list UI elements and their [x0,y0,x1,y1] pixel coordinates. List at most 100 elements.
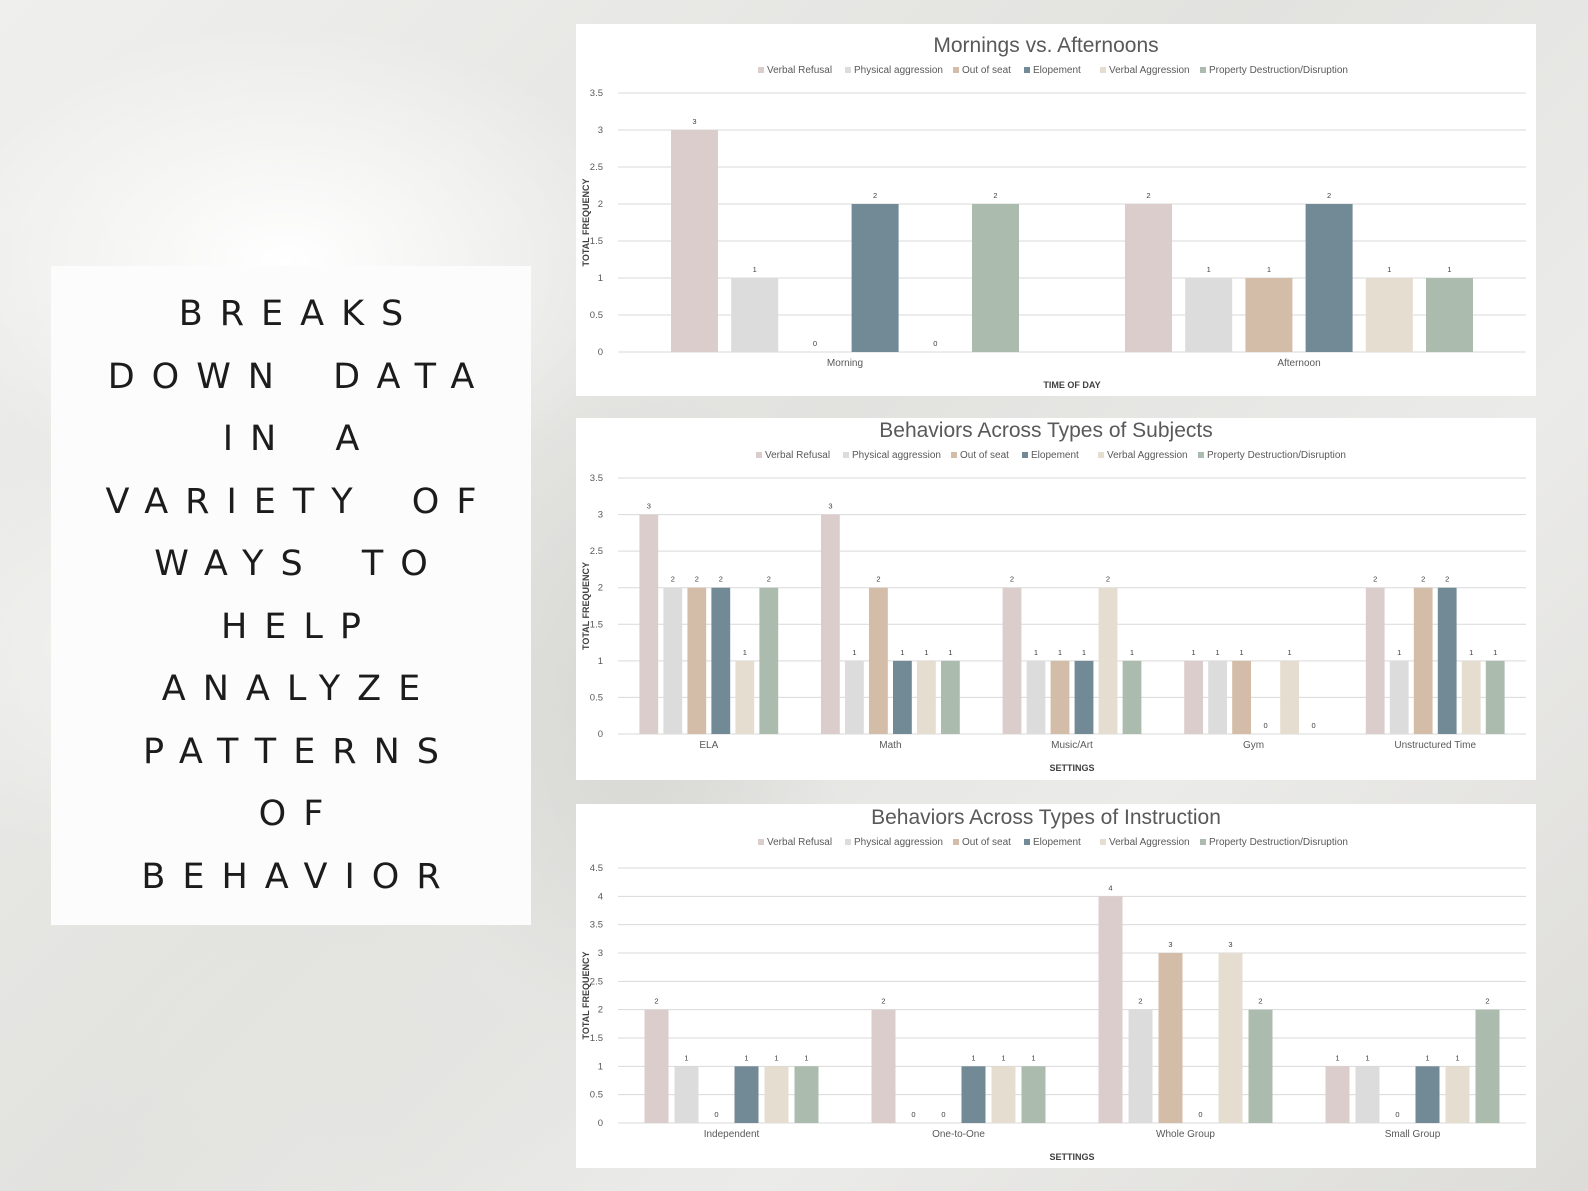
title-line-9: OF [258,794,341,834]
data-label: 2 [1146,191,1150,200]
data-label: 2 [1010,575,1014,584]
data-label: 1 [753,265,757,274]
bar [821,514,840,734]
x-axis-label: SETTINGS [1049,1152,1094,1162]
legend-label: Elopement [1033,837,1081,848]
bar [1461,660,1481,734]
data-label: 2 [719,575,723,584]
bar [991,1066,1016,1123]
data-label: 1 [1058,648,1062,657]
y-tick-label: 1.5 [590,236,603,247]
data-label: 2 [1445,575,1449,584]
legend-swatch [1024,839,1030,845]
bar [734,1066,759,1123]
data-label: 1 [743,648,747,657]
legend-swatch [758,839,764,845]
data-label: 1 [1365,1053,1369,1062]
bar [917,660,936,734]
y-tick-label: 3.5 [590,920,603,931]
y-tick-label: 3.5 [590,88,603,99]
data-label: 1 [924,648,928,657]
bar [1485,660,1505,734]
data-label: 2 [1138,997,1142,1006]
title-line-1: BREAKS [178,294,421,334]
legend-swatch [1200,839,1206,845]
data-label: 1 [804,1053,808,1062]
legend-label: Verbal Aggression [1107,450,1188,461]
legend-label: Property Destruction/Disruption [1209,65,1348,76]
legend-label: Out of seat [962,65,1011,76]
bar [1365,587,1385,734]
category-label: ELA [699,740,718,751]
chart-title: Behaviors Across Types of Subjects [879,419,1212,442]
bar [1415,1066,1440,1123]
bar [711,587,731,734]
data-label: 3 [1228,940,1232,949]
data-label: 1 [1397,648,1401,657]
bar [1185,278,1233,352]
data-label: 2 [873,191,877,200]
title-line-7: ANALYZE [161,669,438,709]
bar [1475,1009,1500,1123]
bar [663,587,683,734]
category-label: Gym [1243,740,1264,751]
data-label: 0 [933,339,937,348]
bar [1445,1066,1470,1123]
data-label: 2 [671,575,675,584]
bar [687,587,707,734]
data-label: 1 [1267,265,1271,274]
data-label: 1 [1387,265,1391,274]
y-tick-label: 0 [598,1118,603,1129]
bar [1218,953,1243,1123]
y-tick-label: 4 [598,891,603,902]
y-axis-label: TOTAL FREQUENCY [581,562,591,650]
bar [1389,660,1409,734]
data-label: 0 [1395,1110,1399,1119]
legend-swatch [1098,452,1104,458]
data-label: 1 [1031,1053,1035,1062]
category-label: Afternoon [1277,358,1320,369]
bar [1365,278,1413,352]
data-label: 0 [911,1110,915,1119]
legend-swatch [1200,67,1206,73]
legend-swatch [953,67,959,73]
bar [869,587,888,734]
legend-swatch [953,839,959,845]
bar [794,1066,819,1123]
data-label: 2 [1258,997,1262,1006]
data-label: 1 [948,648,952,657]
legend-label: Elopement [1031,450,1079,461]
bar [972,204,1019,352]
legend-label: Verbal Refusal [767,65,832,76]
title-line-10: BEHAVIOR [141,856,458,897]
bar [1325,1066,1350,1123]
bar [1098,896,1123,1123]
bar [851,204,899,352]
data-label: 1 [900,648,904,657]
data-label: 1 [1455,1053,1459,1062]
data-label: 1 [852,648,856,657]
data-label: 1 [1425,1053,1429,1062]
data-label: 1 [1335,1053,1339,1062]
y-tick-label: 3 [598,948,603,959]
bar [1158,953,1183,1123]
chart-svg: Mornings vs. Afternoons Verbal Refusal Phy… [581,34,1526,390]
legend-label: Verbal Aggression [1109,837,1190,848]
data-label: 2 [767,575,771,584]
bar [1413,587,1433,734]
data-label: 1 [1192,648,1196,657]
bar [1026,660,1046,734]
data-label: 1 [1447,265,1451,274]
y-tick-label: 3 [598,510,603,521]
data-label: 2 [1421,575,1425,584]
data-label: 2 [881,997,885,1006]
category-label: Unstructured Time [1394,740,1476,751]
title-line-6: HELP [220,606,379,647]
data-label: 3 [692,117,696,126]
bar [893,660,912,734]
bar [1184,660,1203,734]
bar [1002,587,1022,734]
y-axis-label: TOTAL FREQUENCY [581,178,591,266]
data-label: 1 [1288,648,1292,657]
